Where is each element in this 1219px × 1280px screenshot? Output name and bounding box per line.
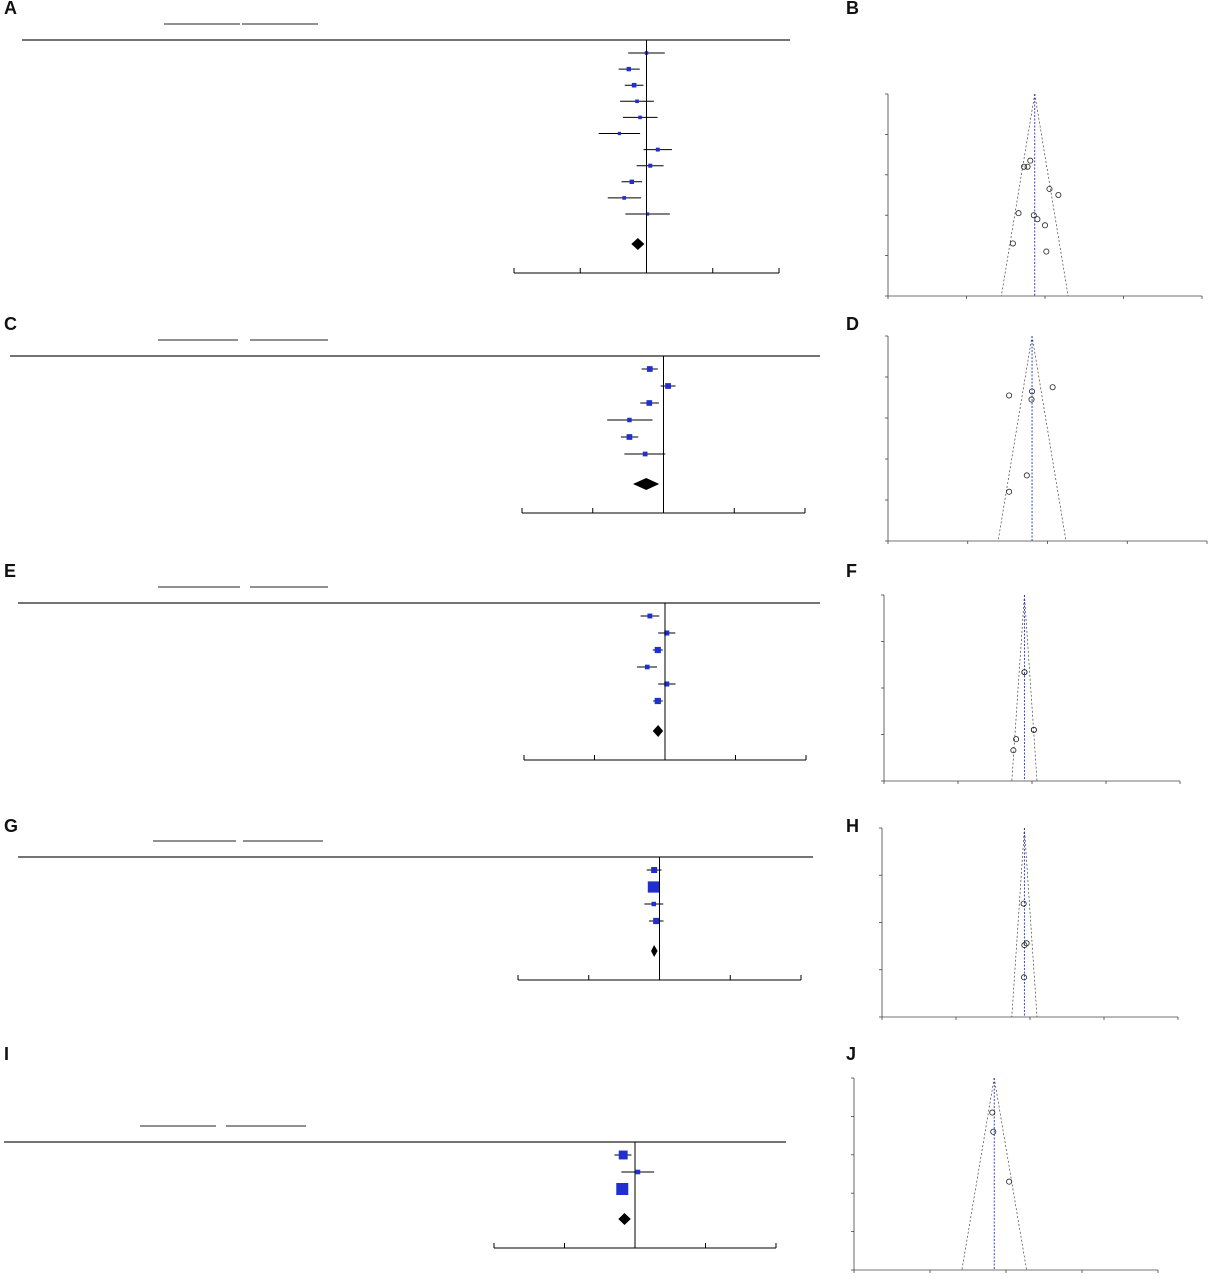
study-point-marker <box>646 366 653 372</box>
pooled-diamond <box>618 1213 631 1225</box>
study-point-marker <box>622 196 626 200</box>
panel-label-a: A <box>4 0 17 18</box>
panel-label-c: C <box>4 314 17 334</box>
study-point <box>1034 216 1041 223</box>
study-point-marker <box>651 901 657 907</box>
funnel-left-bound <box>997 335 1033 542</box>
panel-label-h: H <box>846 816 859 836</box>
funnel-plot-b <box>885 93 1203 299</box>
study-point-marker <box>631 82 637 88</box>
study-point-marker <box>647 613 653 619</box>
study-point <box>1023 940 1030 947</box>
study-point-marker <box>626 434 633 440</box>
study-point-marker <box>627 417 632 423</box>
funnel-right-bound <box>1024 594 1038 782</box>
study-point-marker <box>635 99 639 104</box>
study-point-marker <box>635 1169 641 1175</box>
study-point-marker <box>664 630 670 636</box>
study-point-marker <box>644 664 650 670</box>
study-point-marker <box>626 66 631 72</box>
funnel-right-bound <box>1031 335 1067 542</box>
forest-plot-c <box>10 339 820 514</box>
panel-label-i: I <box>4 1044 10 1064</box>
forest-plot-i <box>4 1125 786 1249</box>
study-point <box>1030 212 1037 219</box>
study-point-marker <box>665 383 671 389</box>
study-point-marker <box>647 881 660 893</box>
panel-label-j: J <box>846 1044 857 1064</box>
study-point-marker <box>646 400 653 406</box>
study-point-marker <box>638 115 642 120</box>
panel-label-e: E <box>4 561 17 581</box>
study-point <box>1024 163 1031 170</box>
funnel-right-bound <box>1034 93 1069 297</box>
funnel-left-bound <box>1011 827 1025 1018</box>
study-point-marker <box>616 1183 629 1195</box>
funnel-right-bound <box>993 1077 1027 1271</box>
study-point <box>1006 488 1013 495</box>
funnel-left-bound <box>961 1077 995 1271</box>
study-point <box>990 1128 997 1135</box>
study-point <box>1020 163 1027 170</box>
funnel-left-bound <box>1000 93 1036 297</box>
study-point <box>1027 157 1034 164</box>
pooled-diamond <box>652 725 664 737</box>
study-point-marker <box>618 1150 628 1160</box>
study-point-marker <box>648 163 653 168</box>
forest-plot-e <box>18 586 820 761</box>
study-point-marker <box>653 917 660 925</box>
study-point-marker <box>646 212 650 216</box>
study-point <box>1015 210 1022 217</box>
study-point-marker <box>655 147 660 152</box>
pooled-diamond <box>631 238 645 250</box>
pooled-diamond <box>632 478 660 490</box>
study-point <box>989 1109 996 1116</box>
funnel-plot-h <box>879 827 1179 1020</box>
study-point-marker <box>629 179 635 185</box>
study-point <box>1009 240 1016 247</box>
study-point <box>1029 388 1036 395</box>
funnel-left-bound <box>1011 594 1025 782</box>
study-point <box>1006 392 1013 399</box>
study-point <box>1049 384 1056 391</box>
study-point <box>1010 747 1017 754</box>
study-point-marker <box>664 681 670 687</box>
study-point <box>1020 900 1027 907</box>
study-point <box>1030 726 1037 733</box>
panel-label-g: G <box>4 816 19 836</box>
funnel-plot-f <box>881 594 1181 784</box>
study-point-marker <box>642 451 648 457</box>
study-point <box>1046 185 1053 192</box>
study-point-marker <box>617 131 622 136</box>
funnel-plot-d <box>885 335 1208 544</box>
study-point <box>1023 472 1030 479</box>
study-point <box>1021 669 1028 676</box>
study-point <box>1055 192 1062 199</box>
study-point-marker <box>654 697 661 705</box>
forest-plot-g <box>18 840 813 981</box>
study-point-marker <box>651 866 658 874</box>
study-point <box>1013 736 1020 743</box>
forest-plot-a <box>22 23 790 274</box>
panel-label-f: F <box>846 561 857 581</box>
study-point <box>1021 974 1028 981</box>
pooled-diamond <box>651 945 658 957</box>
study-point <box>1043 248 1050 255</box>
study-point <box>1041 222 1048 229</box>
study-point <box>1006 1178 1013 1185</box>
funnel-right-bound <box>1024 827 1038 1018</box>
panel-label-d: D <box>846 314 859 334</box>
panel-label-b: B <box>846 0 859 18</box>
study-point-marker <box>654 646 661 654</box>
study-point <box>1028 396 1035 403</box>
funnel-plot-j <box>851 1077 1159 1273</box>
